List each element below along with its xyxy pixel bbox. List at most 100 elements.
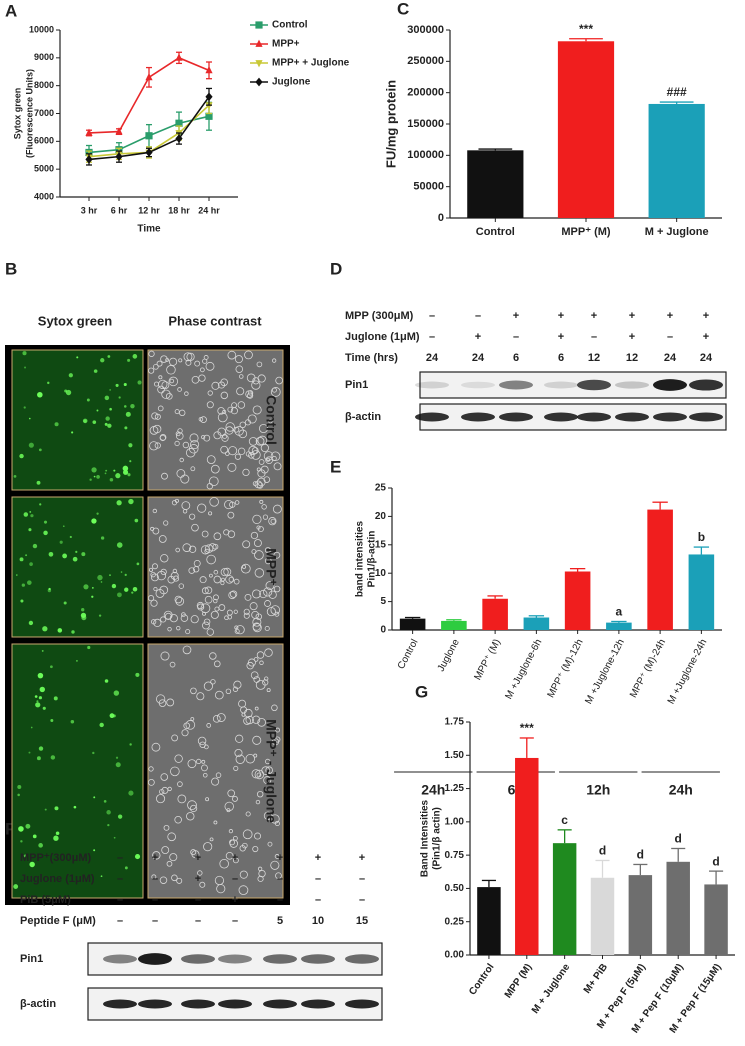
cell <box>225 451 230 456</box>
cell <box>217 407 225 415</box>
bar <box>441 620 467 630</box>
cell <box>206 401 214 409</box>
marker <box>175 53 183 61</box>
y-axis-label: Band Intensities <box>420 799 431 877</box>
condition-value: – <box>429 310 435 322</box>
marker <box>205 112 213 120</box>
cell <box>221 577 225 582</box>
cell <box>29 861 35 868</box>
cell <box>17 793 20 797</box>
blot-label: β-actin <box>345 411 381 423</box>
cell <box>202 772 208 778</box>
cell <box>134 518 139 523</box>
cell <box>268 517 277 526</box>
y-tick-label: 10000 <box>29 24 54 34</box>
cell <box>257 435 268 446</box>
cell <box>48 587 51 591</box>
y-tick-label: 15 <box>375 539 387 550</box>
cell <box>181 729 189 737</box>
cell <box>267 841 273 847</box>
band <box>103 954 137 964</box>
cell <box>170 766 180 777</box>
cell <box>263 776 272 785</box>
cell <box>233 578 240 585</box>
cell <box>50 755 56 760</box>
row-label: Control <box>263 395 279 445</box>
cell <box>191 850 200 859</box>
y-axis-label: band intensities <box>355 521 366 598</box>
cell <box>161 786 169 794</box>
cell <box>124 866 128 870</box>
cell <box>206 455 216 465</box>
cell <box>199 576 207 584</box>
cell <box>25 554 28 557</box>
cell <box>225 422 235 432</box>
condition-value: + <box>232 894 238 906</box>
x-tick-label: M +Juglone-12h <box>583 637 627 706</box>
cell <box>83 584 89 590</box>
bar-annotation: d <box>712 854 719 868</box>
cell <box>185 720 196 730</box>
cell <box>92 420 97 424</box>
y-tick-label: 1.25 <box>445 783 465 794</box>
cell <box>168 376 179 387</box>
panel-label: D <box>330 259 342 278</box>
y-tick-label: 5 <box>380 596 386 607</box>
cell <box>154 442 161 449</box>
bar <box>564 571 591 630</box>
marker <box>205 66 213 74</box>
band <box>653 412 687 422</box>
cell <box>186 352 195 361</box>
cell <box>154 413 161 420</box>
cell <box>254 550 264 560</box>
cell <box>205 797 210 802</box>
cell <box>227 614 233 620</box>
cell <box>158 535 167 543</box>
cell <box>38 746 44 751</box>
cell <box>199 741 206 748</box>
column-header: Phase contrast <box>168 313 262 328</box>
cell <box>132 586 138 592</box>
cell <box>242 540 251 549</box>
cell <box>243 717 251 725</box>
condition-value: + <box>475 331 481 343</box>
cell <box>69 535 72 539</box>
cell <box>194 360 201 367</box>
cell <box>100 875 103 878</box>
cell <box>152 563 158 570</box>
condition-value: 5 <box>277 915 283 927</box>
bar <box>688 554 715 630</box>
cell <box>28 620 34 626</box>
marker <box>255 21 263 29</box>
cell <box>18 826 24 832</box>
marker <box>85 155 93 164</box>
cell <box>204 586 213 595</box>
cell <box>243 608 250 615</box>
cell <box>246 392 254 399</box>
cell <box>241 564 247 569</box>
cell <box>178 358 183 363</box>
cell <box>177 387 182 392</box>
cell <box>204 595 213 604</box>
y-tick-label: 20 <box>375 511 387 522</box>
cell <box>265 581 275 590</box>
cell <box>181 501 191 510</box>
cell <box>20 840 23 843</box>
cell <box>263 587 273 597</box>
condition-value: – <box>117 915 123 927</box>
cell <box>43 520 48 524</box>
cell <box>28 751 31 754</box>
band <box>218 954 252 964</box>
cell <box>36 756 41 761</box>
cell <box>211 381 220 390</box>
cell <box>177 428 183 434</box>
cell <box>132 354 138 359</box>
cell <box>115 473 121 479</box>
cell <box>239 374 244 379</box>
marker <box>175 134 183 143</box>
cell <box>209 497 219 507</box>
cell <box>264 547 271 554</box>
condition-value: 24 <box>426 352 439 364</box>
cell <box>42 706 46 710</box>
condition-label: Peptide F (μM) <box>20 915 96 927</box>
